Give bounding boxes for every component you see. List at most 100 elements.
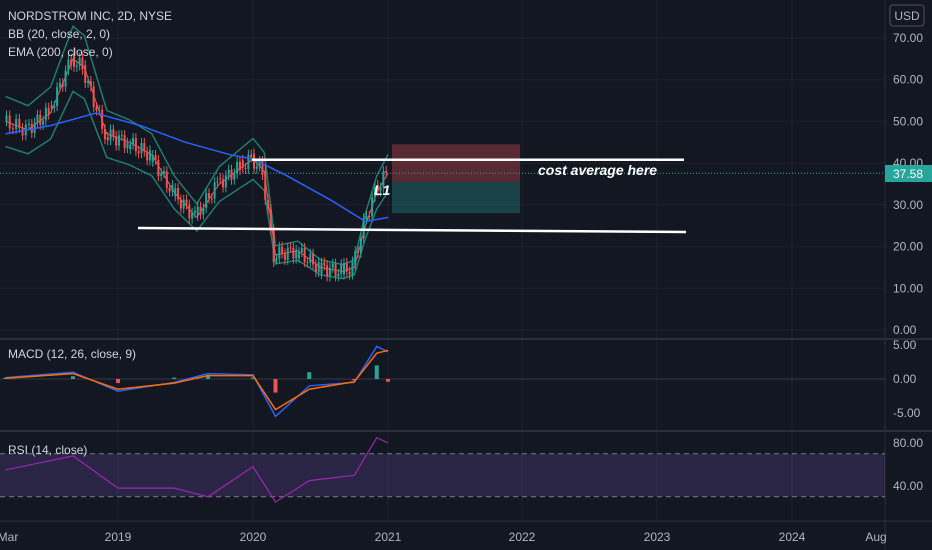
currency-button[interactable] xyxy=(889,4,925,27)
cost-average-annotation[interactable]: cost average here xyxy=(538,162,657,178)
bb-lower-line xyxy=(5,90,389,280)
position-tool[interactable] xyxy=(392,144,520,214)
support-level-line xyxy=(137,226,687,234)
time-tick-label: 2021 xyxy=(375,530,402,544)
rsi-label[interactable]: RSI (14, close) xyxy=(8,443,87,457)
candle-body xyxy=(300,248,303,253)
candle-body xyxy=(281,246,284,254)
time-tick-label: 2022 xyxy=(509,530,536,544)
candle-body xyxy=(89,81,92,87)
candle-body xyxy=(18,118,21,128)
macd-histogram-bar xyxy=(251,377,255,379)
candle-body xyxy=(160,173,163,177)
rsi-band-fill xyxy=(0,453,885,497)
candle-body xyxy=(255,166,258,169)
candle-body xyxy=(75,65,78,67)
candle-body xyxy=(272,229,275,262)
price-pane[interactable] xyxy=(0,25,885,282)
rsi-tick-label: 40.00 xyxy=(893,479,923,493)
macd-histogram-bar xyxy=(116,379,120,384)
candle-body xyxy=(21,127,24,136)
candle-body xyxy=(8,115,11,129)
candle-body xyxy=(185,199,188,205)
candle-body xyxy=(314,264,317,272)
candle-body xyxy=(264,170,267,200)
price-tick-label: 50.00 xyxy=(893,114,923,128)
candle-body xyxy=(129,144,132,150)
candle-body xyxy=(343,263,345,275)
candle-body xyxy=(348,271,351,275)
candle-body xyxy=(168,187,171,192)
ema-indicator-label[interactable]: EMA (200, close, 0) xyxy=(8,45,113,59)
macd-label[interactable]: MACD (12, 26, close, 9) xyxy=(8,347,136,361)
time-axis[interactable]: Mar 2019 2020 2021 2022 2023 2024 Aug xyxy=(0,530,887,544)
candle-body xyxy=(230,169,233,180)
bb-indicator-label[interactable]: BB (20, close, 2, 0) xyxy=(8,27,110,41)
candle-body xyxy=(205,193,208,208)
candle-body xyxy=(351,261,354,275)
candle-body xyxy=(64,70,67,87)
candle-body xyxy=(151,155,154,162)
candle-body xyxy=(334,263,337,277)
candle-body xyxy=(309,253,312,263)
candle-body xyxy=(306,262,309,264)
candle-body xyxy=(92,86,95,108)
candle-body xyxy=(196,206,199,217)
candle-body xyxy=(15,118,18,130)
symbol-title[interactable]: NORDSTROM INC, 2D, NYSE xyxy=(8,9,172,23)
macd-pane[interactable] xyxy=(0,345,885,418)
candle-body xyxy=(165,171,168,188)
price-axis[interactable]: 70.0060.0050.0040.0030.0020.0010.000.005… xyxy=(893,31,923,493)
candle-body xyxy=(73,52,75,67)
candle-body xyxy=(303,248,306,263)
horizontal-levels[interactable] xyxy=(137,158,687,234)
price-tick-label: 70.00 xyxy=(893,31,923,45)
candle-body xyxy=(368,215,371,217)
candle-body xyxy=(123,135,126,149)
candle-body xyxy=(376,184,379,192)
macd-histogram-bar xyxy=(3,377,8,379)
candle-body xyxy=(365,215,368,220)
candle-body xyxy=(298,252,300,259)
rsi-band xyxy=(0,453,885,498)
last-price-value: 37.58 xyxy=(893,167,923,181)
macd-histogram-bar xyxy=(71,376,75,379)
ema-200-line xyxy=(5,112,389,223)
time-tick-label: 2020 xyxy=(240,530,267,544)
candle-body xyxy=(61,83,64,87)
l1-annotation[interactable]: L1 xyxy=(374,182,391,198)
candle-body xyxy=(241,159,244,168)
candle-body xyxy=(382,171,385,188)
candle-body xyxy=(340,264,343,274)
candle-body xyxy=(289,247,292,249)
price-tick-label: 60.00 xyxy=(893,73,923,87)
rsi-pane[interactable] xyxy=(5,436,389,503)
candle-body xyxy=(261,160,264,176)
candle-body xyxy=(224,175,227,188)
candle-body xyxy=(78,57,81,66)
candle-body xyxy=(267,199,270,210)
candle-body xyxy=(193,210,196,213)
candle-body xyxy=(323,262,326,266)
price-tick-label: 30.00 xyxy=(893,198,923,212)
candle-body xyxy=(227,169,230,176)
stop-loss-zone xyxy=(392,144,520,182)
candle-body xyxy=(250,154,253,158)
candle-body xyxy=(191,212,194,219)
candle-body xyxy=(137,151,140,154)
time-tick-label: 2019 xyxy=(105,530,132,544)
candle-body xyxy=(42,120,45,125)
candle-body xyxy=(146,151,149,161)
candle-body xyxy=(208,193,210,199)
candle-body xyxy=(134,138,137,152)
candle-body xyxy=(354,251,357,265)
candle-body xyxy=(56,87,59,107)
candle-body xyxy=(295,249,298,259)
candle-body xyxy=(371,197,374,217)
candle-body xyxy=(70,59,73,65)
candle-body xyxy=(11,128,14,130)
candle-body xyxy=(120,135,123,137)
candle-body xyxy=(337,273,340,277)
candle-body xyxy=(283,253,286,260)
